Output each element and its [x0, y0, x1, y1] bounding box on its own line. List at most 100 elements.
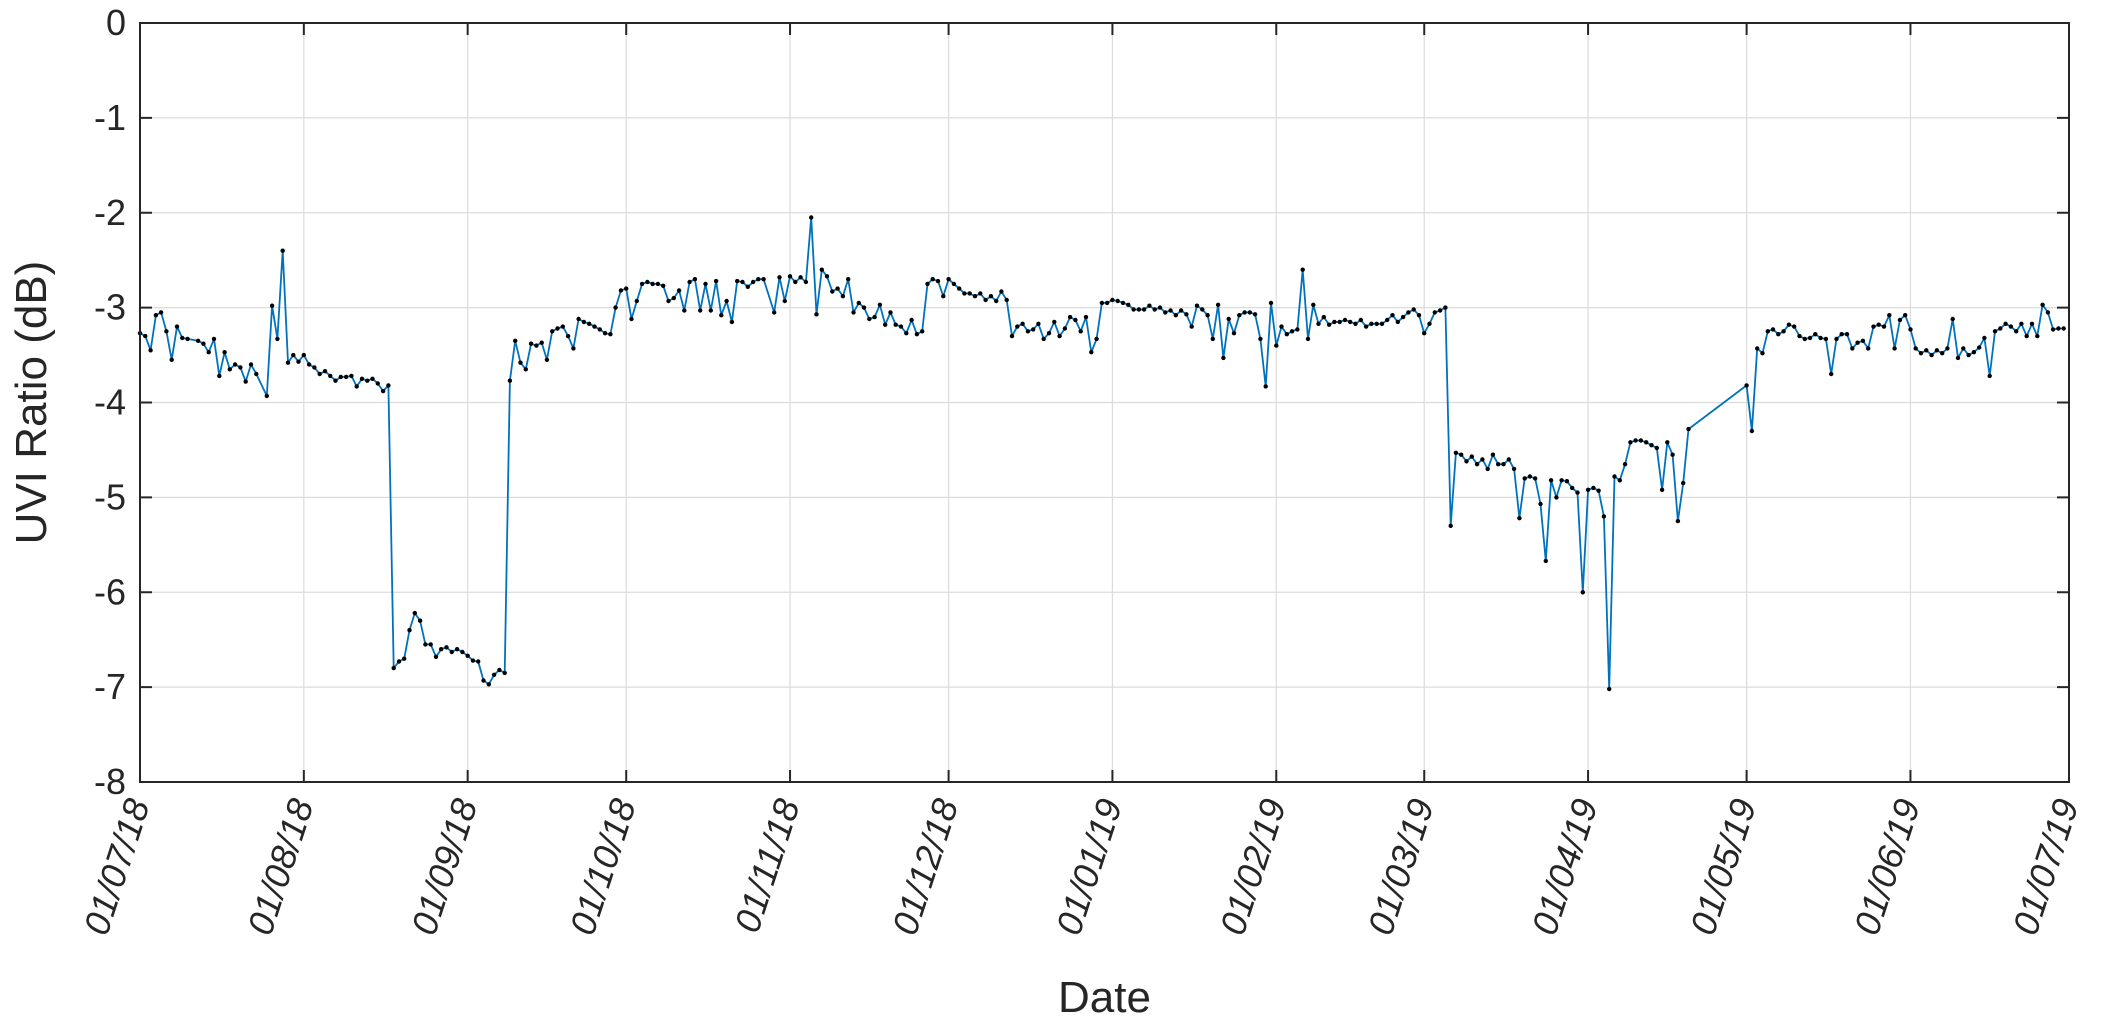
data-point	[1792, 324, 1797, 329]
data-point	[1998, 326, 2003, 331]
data-point	[1533, 476, 1538, 481]
y-tick-label: 0	[106, 2, 126, 43]
data-point	[1554, 495, 1559, 500]
data-point	[1617, 478, 1623, 483]
data-point	[1517, 516, 1522, 521]
data-point	[655, 281, 661, 287]
data-point	[851, 310, 856, 315]
data-point	[1025, 329, 1031, 334]
data-point	[1057, 333, 1062, 339]
data-point	[1797, 333, 1802, 339]
data-point	[1173, 313, 1179, 318]
data-point	[597, 327, 602, 332]
data-point	[391, 665, 396, 671]
data-point	[465, 653, 470, 658]
data-point	[1844, 332, 1850, 337]
data-point	[1945, 346, 1950, 351]
data-point	[285, 360, 291, 365]
data-point	[1083, 314, 1089, 320]
data-point	[1649, 443, 1654, 448]
data-point	[676, 288, 682, 293]
data-point	[962, 291, 967, 296]
data-point	[1829, 371, 1834, 377]
data-point	[1252, 312, 1258, 317]
data-point	[1511, 466, 1517, 472]
data-point	[1342, 317, 1348, 323]
data-point	[2008, 324, 2014, 329]
data-point	[909, 317, 914, 323]
data-point	[1813, 332, 1818, 337]
data-point	[1670, 452, 1675, 457]
data-point	[650, 281, 655, 287]
data-point	[1612, 474, 1617, 479]
data-point	[1189, 324, 1194, 329]
data-point	[835, 286, 840, 291]
data-point	[164, 329, 169, 334]
data-point	[1453, 450, 1459, 455]
data-point	[2035, 333, 2040, 339]
data-point	[1818, 335, 1823, 341]
data-point	[380, 388, 386, 394]
data-point	[629, 316, 634, 322]
data-point	[402, 656, 407, 661]
data-point	[1908, 327, 1913, 332]
data-point	[1686, 426, 1691, 432]
data-point	[1205, 313, 1210, 318]
data-point	[898, 324, 904, 329]
data-point	[1094, 336, 1099, 342]
data-point	[1918, 351, 1924, 356]
data-point	[444, 645, 449, 650]
data-point	[1823, 336, 1829, 342]
data-point	[1263, 384, 1268, 389]
data-point	[1326, 322, 1332, 327]
x-axis-title: Date	[1058, 973, 1151, 1022]
data-point	[698, 308, 703, 313]
data-point	[143, 333, 148, 339]
data-point	[2050, 327, 2056, 332]
data-point	[1067, 314, 1073, 320]
data-point	[1448, 523, 1453, 528]
data-point	[1221, 355, 1226, 361]
data-point	[1543, 558, 1549, 564]
y-tick-label: -3	[94, 287, 126, 328]
data-point	[1385, 317, 1390, 323]
data-point	[476, 659, 481, 664]
data-point	[946, 277, 951, 282]
data-point	[708, 308, 713, 313]
data-point	[1400, 314, 1406, 320]
data-point	[565, 333, 571, 339]
series-line	[139, 216, 2064, 690]
data-point	[1247, 310, 1253, 315]
data-point	[412, 610, 417, 616]
data-point	[1786, 322, 1792, 327]
data-point	[1358, 317, 1364, 323]
data-point	[830, 289, 835, 294]
data-point	[550, 329, 555, 334]
data-point	[999, 289, 1004, 294]
data-point	[761, 277, 766, 282]
data-point	[914, 332, 920, 337]
y-tick-label: -6	[94, 571, 126, 612]
data-point	[1321, 314, 1327, 320]
data-point	[1987, 373, 1992, 379]
data-point	[1876, 322, 1881, 327]
data-point	[1850, 346, 1855, 351]
data-point	[375, 381, 380, 386]
data-point	[1607, 686, 1612, 692]
data-point	[587, 321, 592, 326]
y-tick-label: -1	[94, 97, 126, 138]
data-point	[317, 371, 322, 377]
data-point	[539, 340, 544, 345]
data-point	[824, 274, 830, 279]
data-point	[1089, 350, 1094, 355]
data-point	[972, 294, 978, 299]
data-point	[840, 294, 846, 299]
data-point	[312, 365, 317, 370]
data-point	[1749, 428, 1755, 434]
data-point	[1316, 321, 1321, 326]
data-point	[560, 324, 565, 329]
series-layer	[137, 215, 2066, 692]
data-point	[1437, 308, 1443, 313]
